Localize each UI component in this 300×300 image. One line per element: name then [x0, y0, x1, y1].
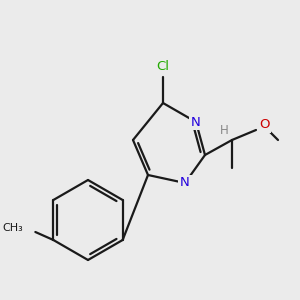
Text: N: N [191, 116, 201, 128]
Text: N: N [180, 176, 190, 190]
Text: H: H [220, 124, 228, 136]
Text: Cl: Cl [157, 61, 169, 74]
Text: O: O [259, 118, 269, 131]
Text: CH₃: CH₃ [3, 223, 23, 233]
